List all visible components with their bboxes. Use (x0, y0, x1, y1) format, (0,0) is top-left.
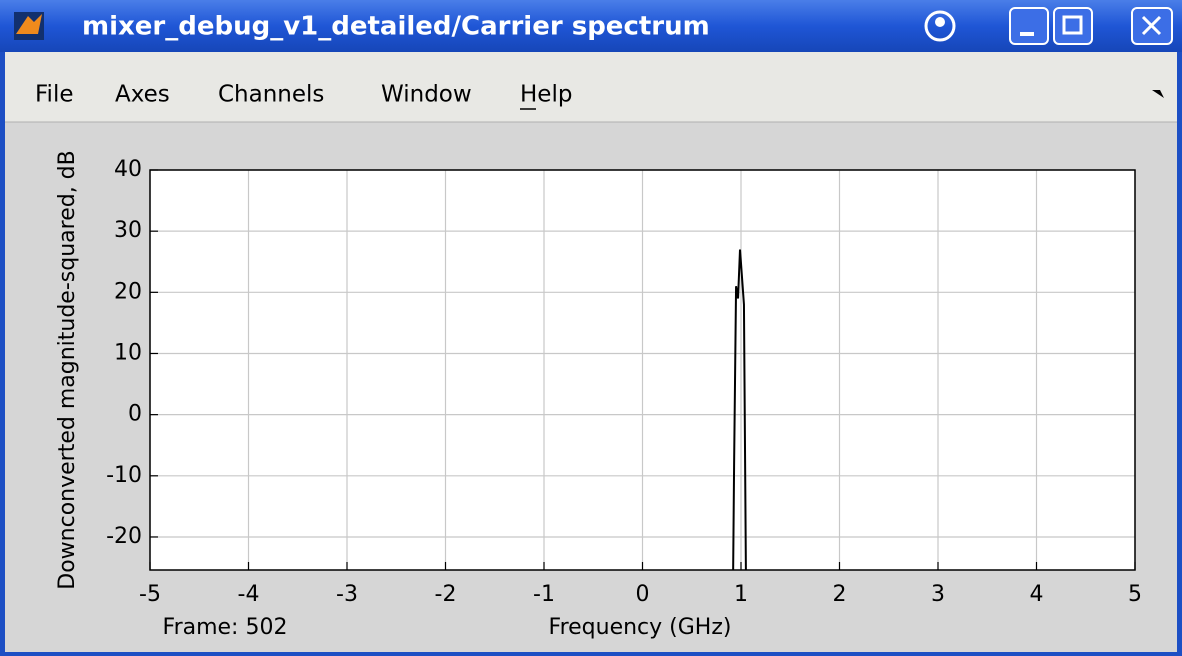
menu-item[interactable]: Help (520, 82, 572, 108)
y-tick-label: 0 (128, 402, 142, 427)
menu-item[interactable]: Channels (218, 82, 324, 108)
frame-annotation: Frame: 502 (163, 615, 288, 640)
spectrum-line (732, 249, 747, 570)
x-tick-label: 4 (1030, 582, 1044, 607)
x-tick-label: -1 (533, 582, 555, 607)
y-tick-label: 10 (114, 340, 142, 365)
x-tick-label: 5 (1128, 582, 1142, 607)
y-tick-label: -20 (106, 524, 142, 549)
x-tick-label: -5 (139, 582, 161, 607)
x-tick-label: -3 (336, 582, 358, 607)
maximize-button[interactable] (1053, 7, 1093, 45)
x-tick-label: 0 (636, 582, 650, 607)
y-tick-label: 20 (114, 279, 142, 304)
x-axis-label: Frequency (GHz) (549, 615, 732, 640)
title-bar (0, 0, 1182, 52)
roll-up-icon[interactable] (924, 10, 956, 42)
plot-lines (732, 249, 747, 570)
x-tick-label: -4 (238, 582, 260, 607)
plot-border (149, 169, 1136, 571)
x-tick-label: 3 (931, 582, 945, 607)
y-tick-label: 30 (114, 218, 142, 243)
x-tick-label: 1 (734, 582, 748, 607)
menu-item[interactable]: File (35, 82, 74, 108)
menu-item[interactable]: Axes (115, 82, 170, 108)
y-tick-label: -10 (106, 463, 142, 488)
menu-bar (5, 52, 1177, 122)
x-tick-label: -2 (435, 582, 457, 607)
dock-arrow[interactable] (1152, 90, 1164, 98)
y-axis-label: Downconverted magnitude-squared, dB (55, 150, 80, 589)
minimize-button[interactable] (1009, 7, 1049, 45)
menu-item[interactable]: Window (381, 82, 472, 108)
window-title: mixer_debug_v1_detailed/Carrier spectrum (82, 12, 710, 42)
x-tick-label: 2 (833, 582, 847, 607)
y-tick-label: 40 (114, 157, 142, 182)
close-button[interactable] (1131, 7, 1173, 45)
app-icon (14, 12, 44, 40)
